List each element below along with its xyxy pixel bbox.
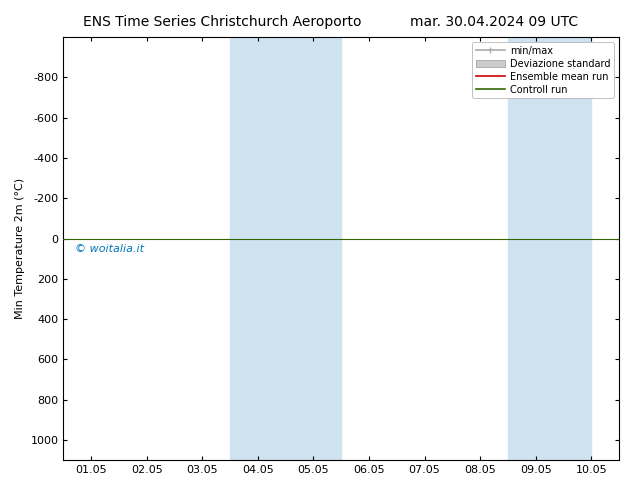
Y-axis label: Min Temperature 2m (°C): Min Temperature 2m (°C) [15, 178, 25, 319]
Bar [508, 37, 592, 460]
Text: ENS Time Series Christchurch Aeroporto: ENS Time Series Christchurch Aeroporto [82, 15, 361, 29]
Text: © woitalia.it: © woitalia.it [75, 244, 143, 254]
Legend: min/max, Deviazione standard, Ensemble mean run, Controll run: min/max, Deviazione standard, Ensemble m… [472, 42, 614, 98]
Text: mar. 30.04.2024 09 UTC: mar. 30.04.2024 09 UTC [410, 15, 579, 29]
Bar [230, 37, 341, 460]
